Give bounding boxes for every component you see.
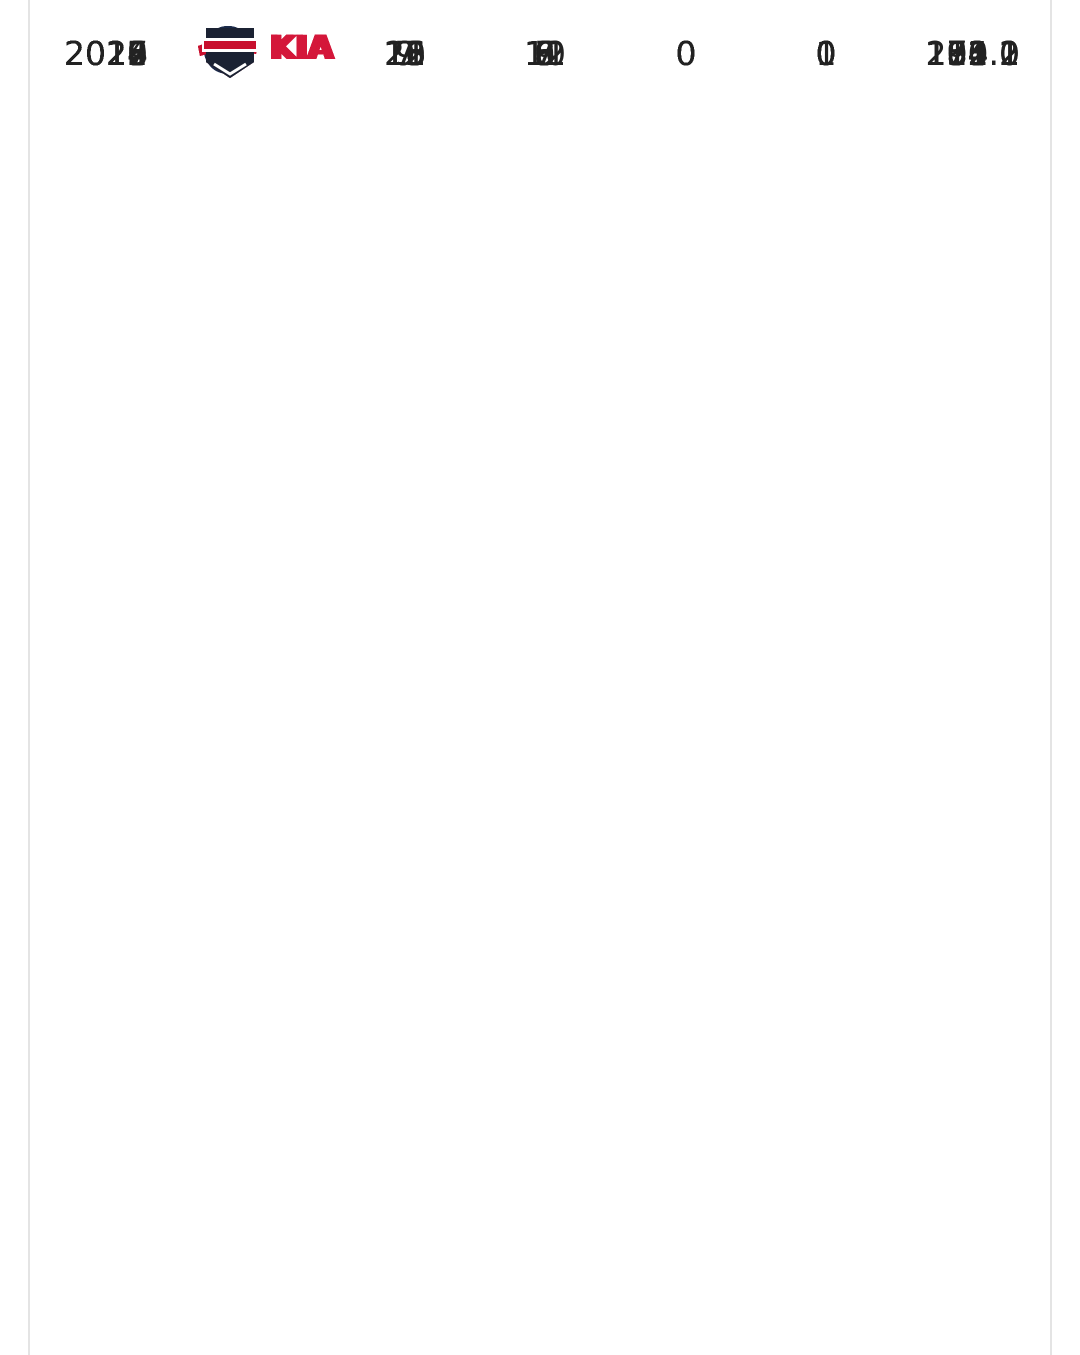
cell-value: 0 <box>675 34 697 73</box>
cell-value: 0 <box>815 34 837 73</box>
cell-value: 184.1 <box>925 34 1020 73</box>
cell-value: 2020 <box>64 34 148 73</box>
cell-value: 9 <box>534 34 556 73</box>
cell-value: 16 <box>384 34 426 73</box>
cell-value: 184.1 <box>925 34 1020 73</box>
cell-value: 0 <box>815 34 837 73</box>
team-name: KIA <box>268 28 332 67</box>
team-name: KIA <box>272 28 336 67</box>
cell-value: 9 <box>394 34 416 73</box>
cell-value: 0 <box>815 34 837 73</box>
cell-value: 11 <box>524 34 566 73</box>
cell-value: 16 <box>384 34 426 73</box>
cell-value: 11 <box>384 34 426 73</box>
team-name: KIA <box>268 28 332 67</box>
cell-value: 0 <box>815 34 837 73</box>
cell-value: 12 <box>384 34 426 73</box>
cell-value: 0 <box>815 34 837 73</box>
team-name: KIA <box>272 28 336 67</box>
stats-table: 2013 KIA 9 3 0 0 104.2 2014 KIA 16 8 0 0 171.1 2015 KIA… <box>28 0 1052 1355</box>
cell-value: 104.2 <box>925 34 1020 73</box>
cell-value: 111.1 <box>925 34 1020 73</box>
cell-value: 2022 <box>64 34 148 73</box>
cell-value: 7 <box>534 34 556 73</box>
team-name: KIA <box>268 28 332 67</box>
cell-value: 0 <box>815 34 837 73</box>
cell-value: 0 <box>815 34 837 73</box>
cell-value: 0 <box>815 34 837 73</box>
cell-value: 171.1 <box>925 34 1020 73</box>
cell-value: 184.2 <box>925 34 1020 73</box>
cell-value: 0 <box>675 34 697 73</box>
cell-value: 2014 <box>64 34 148 73</box>
cell-value: 2016 <box>64 34 148 73</box>
cell-value: 20 <box>384 34 426 73</box>
cell-value: 2026 <box>64 34 148 73</box>
cell-value: 11 <box>384 34 426 73</box>
cell-value: 13 <box>384 34 426 73</box>
team-logo <box>202 28 258 78</box>
team-name: KIA <box>268 28 332 67</box>
team-name: KIA <box>268 28 332 67</box>
cell-value: 9 <box>394 34 416 73</box>
cell-value: 0 <box>815 34 837 73</box>
cell-value: 0 <box>815 34 837 73</box>
cell-value: 0 <box>675 34 697 73</box>
cell-value: 2015 <box>64 34 148 73</box>
cell-value: 12 <box>524 34 566 73</box>
cell-value: 0 <box>815 34 837 73</box>
cell-value: 0 <box>675 34 697 73</box>
cell-value: 8 <box>534 34 556 73</box>
cell-value: 0 <box>675 34 697 73</box>
team-name: KIA <box>272 28 336 67</box>
cell-value: 200.1 <box>925 34 1020 73</box>
cell-value: 10 <box>524 34 566 73</box>
cell-value: 5 <box>534 34 556 73</box>
cell-value: 11 <box>524 34 566 73</box>
team-name: KIA <box>268 28 332 67</box>
cell-value: 0 <box>675 34 697 73</box>
cell-value: 7 <box>394 34 416 73</box>
cell-value: 0 <box>675 34 697 73</box>
cell-value: 0 <box>815 34 837 73</box>
cell-value: 0 <box>675 34 697 73</box>
cell-value: 0 <box>675 34 697 73</box>
cell-value: 15 <box>384 34 426 73</box>
cell-value: 2013 <box>64 34 148 73</box>
cell-value: 172.1 <box>925 34 1020 73</box>
cell-value: 0 <box>675 34 697 73</box>
cell-value: 2018 <box>64 34 148 73</box>
team-name: KIA <box>268 28 332 67</box>
cell-value: 171.1 <box>925 34 1020 73</box>
team-name: KIA <box>272 28 336 67</box>
cell-value: 2024 <box>64 34 148 73</box>
cell-value: 193.1 <box>925 34 1020 73</box>
cell-value: 153.0 <box>925 34 1020 73</box>
cell-value: 171.0 <box>925 34 1020 73</box>
cell-value: 175.1 <box>925 34 1020 73</box>
cell-value: 6 <box>534 34 556 73</box>
cell-value: 0 <box>675 34 697 73</box>
cell-value: 6 <box>534 34 556 73</box>
cell-value: 11 <box>384 34 426 73</box>
cell-value: 1 <box>815 34 837 73</box>
cell-value: 8 <box>534 34 556 73</box>
team-name: KIA <box>268 28 332 67</box>
cell-value: 6 <box>534 34 556 73</box>
cell-value: 2025 <box>64 34 148 73</box>
cell-value: 3 <box>534 34 556 73</box>
cell-value: 2017 <box>64 34 148 73</box>
cell-value: 0 <box>675 34 697 73</box>
cell-value: 2023 <box>64 34 148 73</box>
cell-value: 2019 <box>64 34 148 73</box>
cell-value: 10 <box>384 34 426 73</box>
team-name: KIA <box>268 28 332 67</box>
cell-value: 0 <box>675 34 697 73</box>
